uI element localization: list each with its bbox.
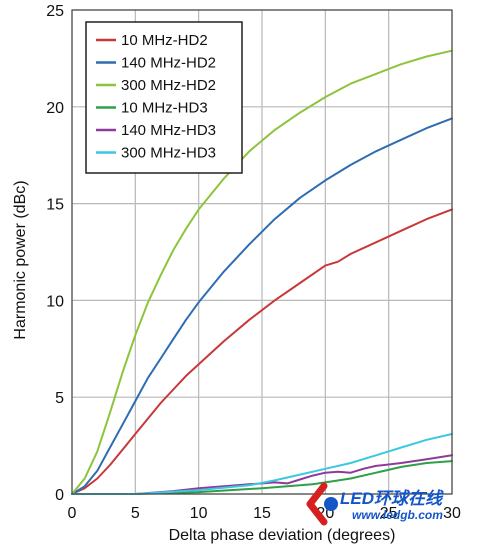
x-tick-label: 0 [68, 505, 77, 522]
plot-frame [71, 9, 453, 495]
x-tick-label: 10 [190, 505, 208, 522]
series-line [71, 454, 453, 495]
y-axis-label: Harmonic power (dBc) [12, 180, 29, 339]
legend-label: 300 MHz-HD3 [121, 145, 216, 162]
y-tick-label: 25 [46, 3, 64, 20]
watermark-url: www.ledgb.com [352, 508, 443, 522]
ledgb-logo-icon [306, 482, 338, 526]
series-line [71, 49, 453, 495]
x-tick-label: 5 [131, 505, 140, 522]
x-tick-label: 25 [380, 505, 398, 522]
x-tick-labels: 0 5 10 15 20 25 30 [68, 505, 461, 522]
y-tick-label: 15 [46, 197, 64, 214]
series-line [71, 117, 453, 495]
legend-label: 10 MHz-HD2 [121, 32, 208, 49]
legend-box [85, 21, 243, 174]
series-lines [71, 49, 453, 495]
y-tick-label: 0 [55, 487, 64, 504]
legend-label: 10 MHz-HD3 [121, 100, 208, 117]
watermark-logo: LED环球在线 www.ledgb.com [304, 482, 464, 532]
x-tick-label: 30 [443, 505, 461, 522]
y-tick-label: 5 [55, 390, 64, 407]
watermark-brand: LED环球在线 [340, 489, 442, 508]
legend: 10 MHz-HD2 140 MHz-HD2 300 MHz-HD2 10 MHz-H… [85, 21, 243, 174]
legend-label: 140 MHz-HD2 [121, 55, 216, 72]
series-line [71, 208, 453, 495]
legend-label: 300 MHz-HD2 [121, 77, 216, 94]
legend-label: 140 MHz-HD3 [121, 122, 216, 139]
y-tick-label: 20 [46, 100, 64, 117]
x-tick-label: 15 [253, 505, 271, 522]
x-axis-label: Delta phase deviation (degrees) [169, 527, 396, 544]
y-tick-labels: 0 5 10 15 20 25 [46, 3, 64, 504]
series-line [71, 433, 453, 495]
series-line [71, 460, 453, 495]
y-tick-label: 10 [46, 293, 64, 310]
